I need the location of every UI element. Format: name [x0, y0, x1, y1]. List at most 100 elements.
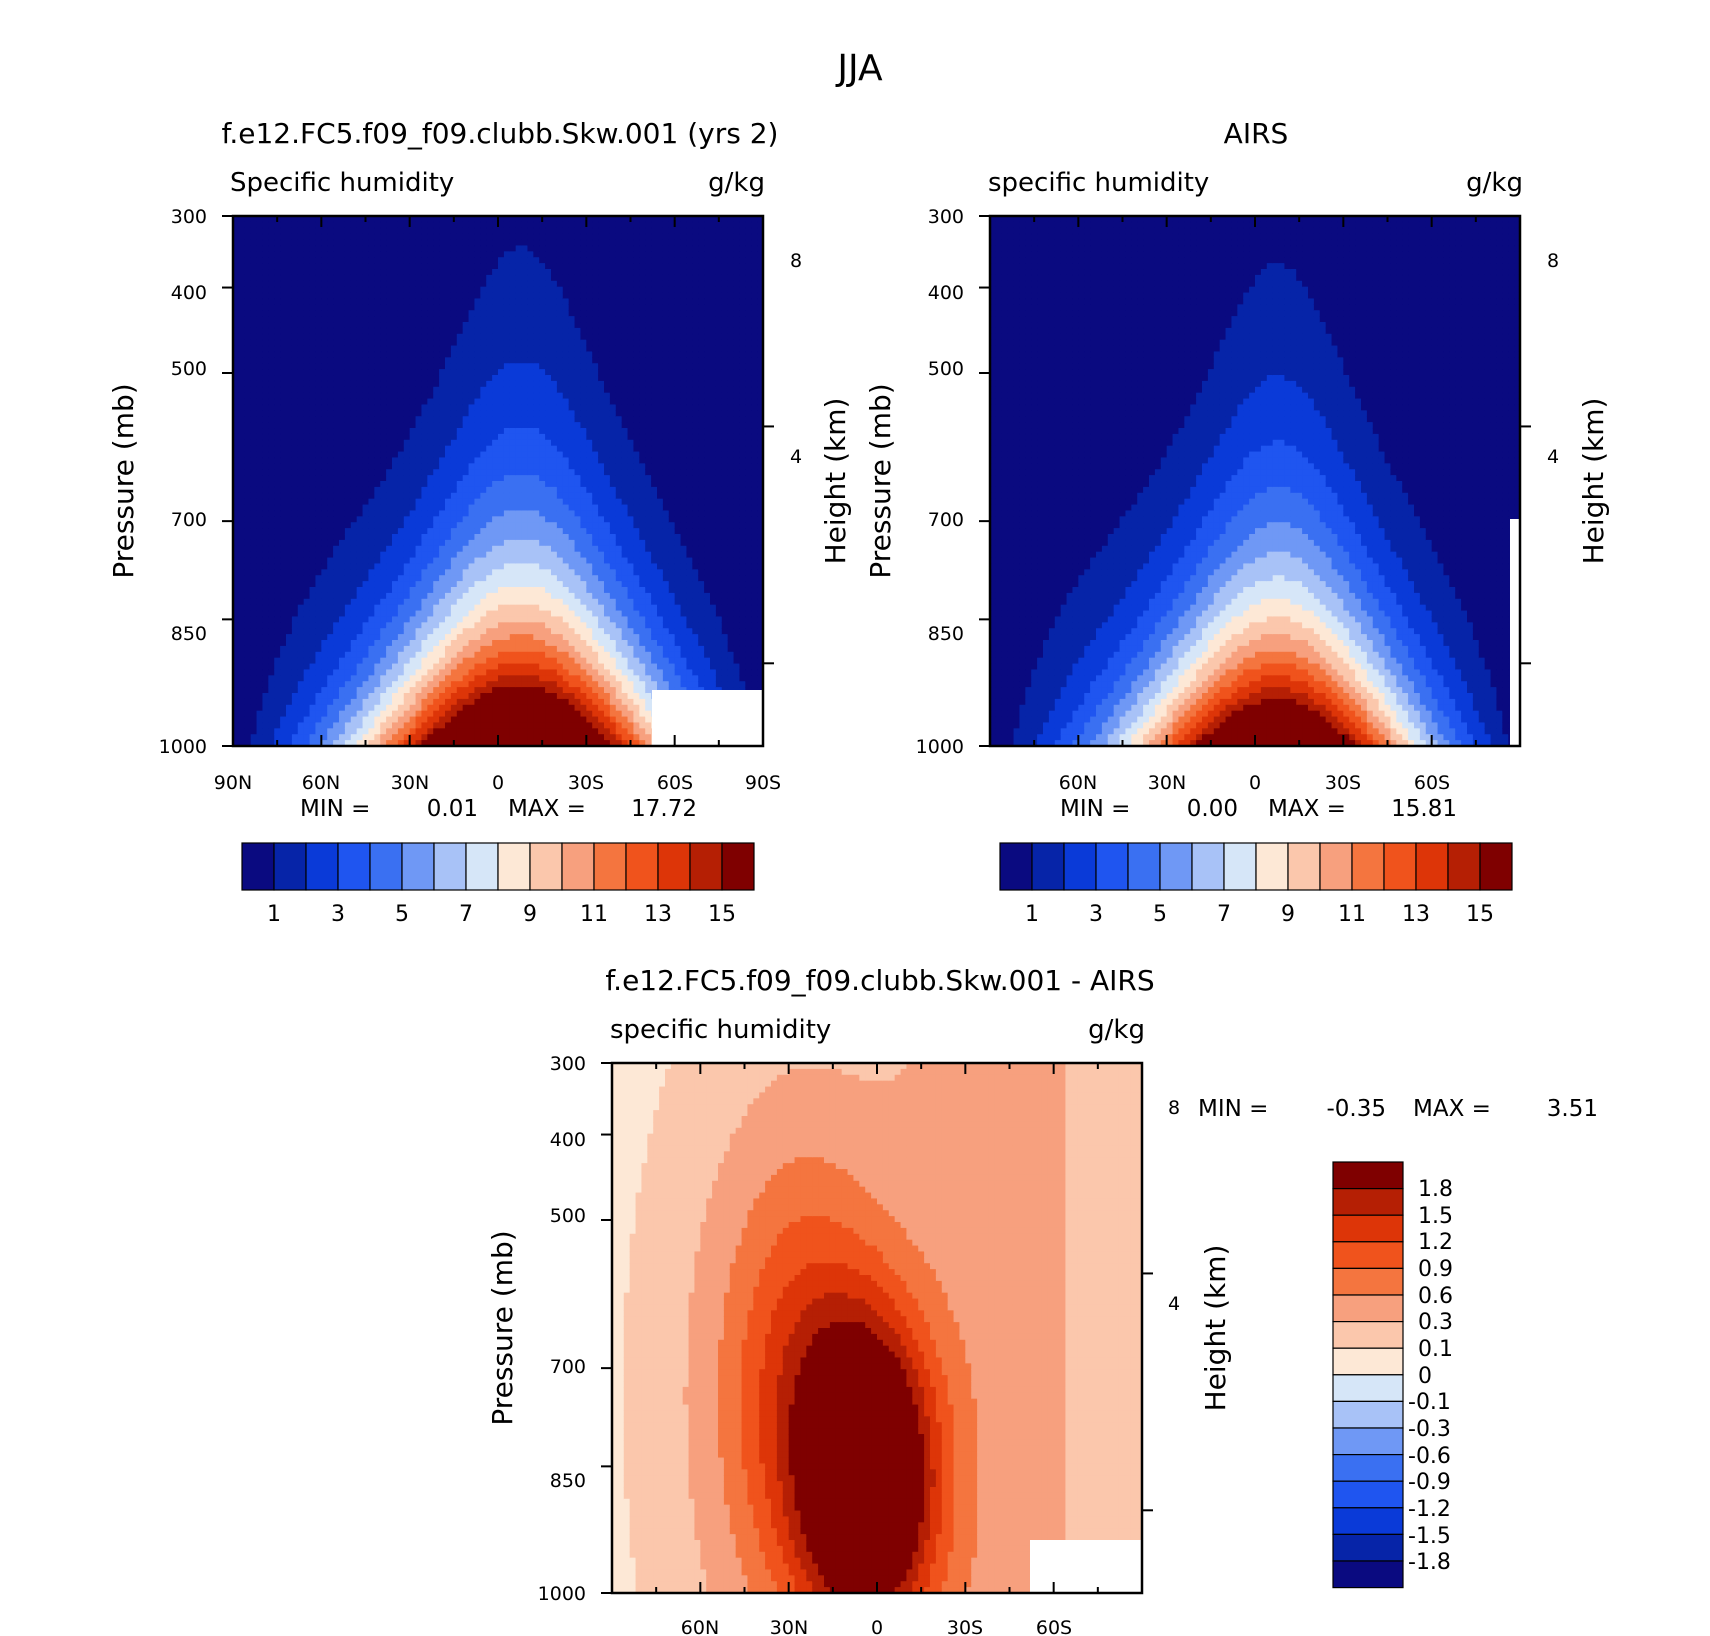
panel-model-cb-label: 9 [523, 902, 537, 927]
panel-airs-cb-label: 11 [1338, 902, 1366, 927]
panel-diff-cb-label: 0.1 [1418, 1337, 1453, 1362]
panel-diff-ytick: 1000 [538, 1583, 586, 1605]
colorbar-cell [1332, 1214, 1404, 1243]
colorbar-cell [241, 842, 275, 891]
panel-diff-cb-label: 0.3 [1418, 1310, 1453, 1335]
panel-diff-colorbar [1332, 1161, 1404, 1589]
panel-diff-min-value: -0.35 [1326, 1096, 1386, 1122]
colorbar-cell [1332, 1374, 1404, 1403]
panel-model-xtick: 60N [302, 772, 340, 794]
panel-airs-max-label: MAX = [1268, 796, 1346, 822]
panel-model-ytick: 500 [171, 358, 207, 380]
panel-airs-ytick: 500 [928, 358, 964, 380]
panel-model-xtick: 30S [568, 772, 604, 794]
panel-model-cb-label: 3 [331, 902, 345, 927]
panel-model-ytick: 400 [171, 282, 207, 304]
panel-model-ytick-right: 4 [790, 446, 802, 468]
panel-model-min-value: 0.01 [427, 796, 478, 822]
panel-diff-variable: specific humidity [610, 1015, 831, 1045]
panel-diff: f.e12.FC5.f09_f09.clubb.Skw.001 - AIRS s… [486, 964, 1598, 1636]
panel-diff-xtick: 0 [871, 1617, 883, 1636]
panel-airs-cb-label: 9 [1281, 902, 1295, 927]
panel-airs-units: g/kg [1466, 168, 1523, 198]
panel-model-xtick: 30N [391, 772, 429, 794]
colorbar-cell [369, 842, 403, 891]
panel-diff-cb-label: -0.1 [1408, 1390, 1451, 1415]
panel-airs-ytick: 400 [928, 282, 964, 304]
panel-diff-cb-label: -1.8 [1408, 1550, 1451, 1575]
colorbar-cell [1255, 842, 1289, 891]
panel-airs-variable: specific humidity [988, 168, 1209, 198]
colorbar-cell [625, 842, 659, 891]
colorbar-cell [401, 842, 435, 891]
panel-airs-ytick-right: 8 [1547, 250, 1559, 272]
colorbar-cell [1095, 842, 1129, 891]
panel-diff-field [612, 1063, 1142, 1593]
panel-diff-ylabel: Pressure (mb) [486, 1230, 519, 1425]
panel-model-max-label: MAX = [508, 796, 586, 822]
panel-airs: AIRS specific humidity g/kg 300 400 500 … [864, 117, 1610, 927]
panel-airs-cb-label: 1 [1025, 902, 1039, 927]
panel-model-ytick: 850 [171, 623, 207, 645]
colorbar-cell [1332, 1400, 1404, 1429]
colorbar-cell [1479, 842, 1513, 891]
colorbar-cell [1447, 842, 1481, 891]
panel-model-ytick: 300 [171, 206, 207, 228]
panel-airs-min-value: 0.00 [1187, 796, 1238, 822]
panel-model-cb-label: 1 [267, 902, 281, 927]
panel-airs-ytick: 300 [928, 206, 964, 228]
panel-model-ytick: 700 [171, 509, 207, 531]
panel-model-xtick: 60S [657, 772, 693, 794]
panel-airs-ytick: 700 [928, 509, 964, 531]
panel-model-min-label: MIN = [300, 796, 370, 822]
panel-model-ticks [222, 215, 774, 747]
panel-model-title: f.e12.FC5.f09_f09.clubb.Skw.001 (yrs 2) [222, 117, 779, 150]
panel-diff-xtick: 30S [947, 1617, 983, 1636]
panel-model-xtick: 90S [745, 772, 781, 794]
panel-diff-cb-label: -0.9 [1408, 1470, 1451, 1495]
panel-diff-ytick: 300 [550, 1053, 586, 1075]
colorbar-cell [1332, 1480, 1404, 1509]
panel-airs-cb-label: 5 [1153, 902, 1167, 927]
colorbar-cell [273, 842, 307, 891]
panel-diff-xtick: 60S [1036, 1617, 1072, 1636]
panel-airs-ticks [979, 215, 1531, 747]
colorbar-cell [1319, 842, 1353, 891]
panel-diff-ticks [601, 1062, 1153, 1594]
colorbar-cell [657, 842, 691, 891]
colorbar-cell [1332, 1294, 1404, 1323]
panel-airs-max-value: 15.81 [1391, 796, 1457, 822]
colorbar-cell [1159, 842, 1193, 891]
panel-airs-ylabel-right: Height (km) [1577, 398, 1610, 565]
panel-airs-colorbar [999, 842, 1513, 891]
panel-airs-ytick-right: 4 [1547, 446, 1559, 468]
colorbar-cell [1332, 1560, 1404, 1589]
panel-airs-xtick: 30N [1148, 772, 1186, 794]
colorbar-cell [999, 842, 1033, 891]
panel-diff-ytick: 400 [550, 1129, 586, 1151]
colorbar-cell [689, 842, 723, 891]
panel-diff-cb-label: 1.5 [1418, 1204, 1453, 1229]
colorbar-cell [1127, 842, 1161, 891]
colorbar-cell [465, 842, 499, 891]
panel-diff-max-label: MAX = [1413, 1096, 1491, 1122]
panel-airs-xtick: 0 [1249, 772, 1261, 794]
colorbar-cell [1191, 842, 1225, 891]
panel-airs-cb-label: 7 [1217, 902, 1231, 927]
panel-diff-cb-label: 0 [1418, 1364, 1432, 1389]
colorbar-cell [1332, 1427, 1404, 1456]
panel-airs-ytick: 850 [928, 623, 964, 645]
panel-model-xtick: 90N [214, 772, 252, 794]
colorbar-cell [305, 842, 339, 891]
panel-airs-title: AIRS [1224, 117, 1289, 150]
panel-model-cb-label: 13 [644, 902, 672, 927]
panel-model-ytick-right: 8 [790, 250, 802, 272]
panel-airs-min-label: MIN = [1060, 796, 1130, 822]
panel-diff-ytick-right: 8 [1168, 1097, 1180, 1119]
panel-model-colorbar [241, 842, 755, 891]
colorbar-cell [1332, 1241, 1404, 1270]
panel-diff-ytick: 500 [550, 1205, 586, 1227]
panel-diff-units: g/kg [1088, 1015, 1145, 1045]
panel-airs-ytick: 1000 [916, 736, 964, 758]
